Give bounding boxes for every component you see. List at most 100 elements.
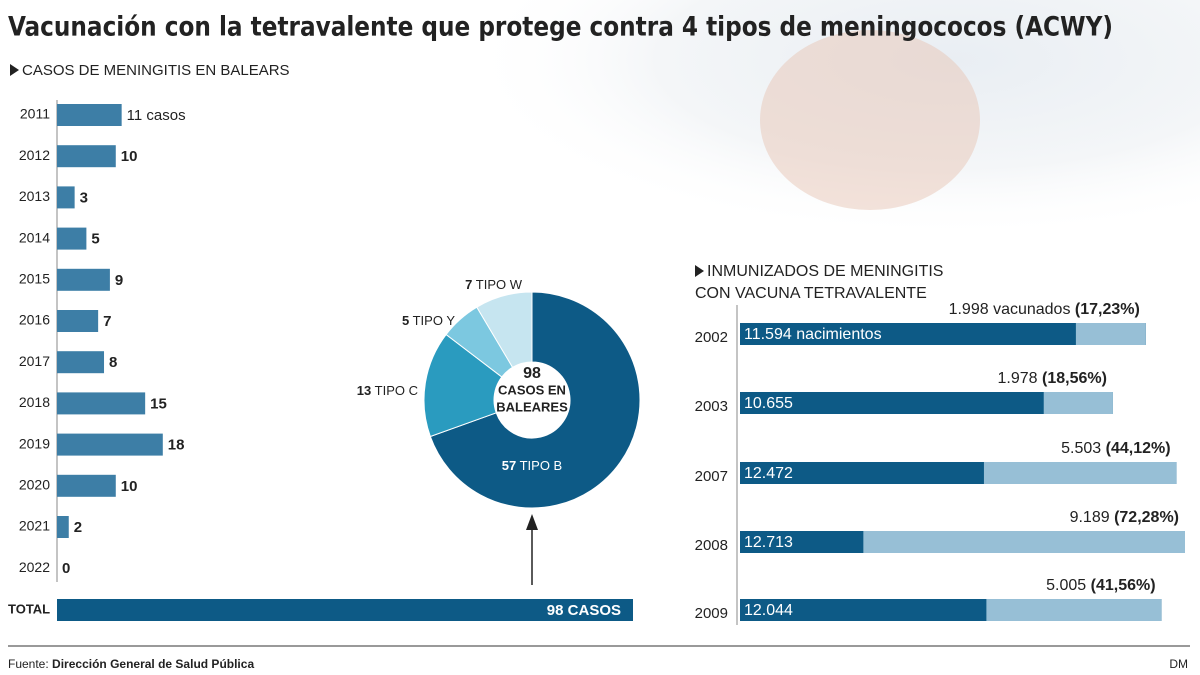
source: Fuente: Dirección General de Salud Públi…: [8, 657, 254, 671]
value-label: 10: [121, 148, 138, 165]
slice-label: 57 TIPO B: [502, 458, 562, 473]
percent-label: (44,12%): [1106, 440, 1171, 457]
donut-hole: [494, 362, 570, 438]
slice-value: 5: [402, 313, 409, 328]
y-tick-label: 2009: [695, 605, 728, 622]
photo-arm: [760, 30, 980, 210]
vaccinated-label: 5.005: [1046, 577, 1086, 594]
bar: [57, 145, 116, 168]
y-tick-label: 2015: [19, 271, 50, 287]
center-label: CASOS EN: [498, 382, 566, 397]
overlay-label: 9.189 (72,28%): [1070, 509, 1179, 526]
value-label: 15: [150, 395, 167, 412]
value-label: 0: [62, 560, 70, 577]
center-label: 98: [523, 365, 541, 382]
slice-value: 7: [465, 277, 472, 292]
y-tick-label: 2014: [19, 229, 50, 245]
value-label: 10: [121, 478, 138, 495]
bar-overlay: [1043, 392, 1113, 414]
y-tick-label: 2022: [19, 559, 50, 575]
bar: [57, 474, 116, 497]
vaccinated-label: 9.189: [1070, 509, 1110, 526]
overlay-label: 1.998 vacunados (17,23%): [949, 301, 1140, 318]
y-tick-label: 2021: [19, 518, 50, 534]
value-label: 10.655: [744, 395, 793, 412]
total-label: TOTAL: [8, 601, 50, 616]
bar: [740, 392, 1113, 414]
bar: [57, 351, 105, 374]
bar-overlay: [1075, 323, 1146, 345]
source-name: Dirección General de Salud Pública: [52, 657, 254, 671]
y-tick-label: 2013: [19, 188, 50, 204]
slice-name: TIPO W: [476, 277, 523, 292]
y-tick-label: 2020: [19, 477, 50, 493]
value-label: 12.472: [744, 465, 793, 482]
y-tick-label: 2019: [19, 435, 50, 451]
bullet: [10, 64, 19, 76]
y-tick-label: 2018: [19, 394, 50, 410]
value-label: 8: [109, 354, 117, 371]
y-tick-label: 2002: [695, 329, 728, 346]
bar: [57, 268, 110, 291]
value-label: 3: [80, 189, 88, 206]
percent-label: (17,23%): [1075, 301, 1140, 318]
value-label: 7: [103, 313, 111, 330]
slice-label: 5 TIPO Y: [402, 313, 455, 328]
bar-overlay: [863, 531, 1185, 553]
panel-title: CON VACUNA TETRAVALENTE: [695, 285, 927, 302]
percent-label: (18,56%): [1042, 370, 1107, 387]
slice-value: 57: [502, 458, 516, 473]
bar: [740, 323, 1146, 345]
total-bar: [57, 599, 633, 621]
value-label: 9: [115, 272, 123, 289]
value-label: 11.594 nacimientos: [744, 326, 882, 343]
value-label: 18: [168, 437, 185, 454]
bar: [57, 104, 122, 126]
value-label: 5: [91, 231, 99, 248]
center-label: BALEARES: [496, 399, 568, 414]
overlay-label: 5.005 (41,56%): [1046, 577, 1155, 594]
bar: [57, 310, 99, 332]
bar-overlay: [986, 599, 1162, 621]
bar-overlay: [983, 462, 1177, 484]
slice-label: 13 TIPO C: [357, 383, 418, 398]
y-tick-label: 2011: [20, 106, 50, 122]
bar: [57, 186, 75, 209]
value-label: 12.044: [744, 602, 793, 619]
subtitle: CASOS DE MENINGITIS EN BALEARS: [22, 62, 290, 79]
bullet: [695, 265, 704, 277]
slice-name: TIPO Y: [413, 313, 456, 328]
bar: [57, 516, 69, 538]
percent-label: (72,28%): [1114, 509, 1179, 526]
value-label: 12.713: [744, 534, 793, 551]
y-tick-label: 2012: [19, 147, 50, 163]
source-label: Fuente:: [8, 657, 49, 671]
vaccinated-label: 1.978: [998, 370, 1038, 387]
slice-value: 13: [357, 383, 371, 398]
title: Vacunación con la tetravalente que prote…: [8, 12, 1113, 43]
slice-name: TIPO B: [520, 458, 563, 473]
panel-title: INMUNIZADOS DE MENINGITIS: [707, 263, 943, 280]
arrow-head: [526, 514, 538, 530]
y-tick-label: 2008: [695, 537, 728, 554]
vaccinated-label: 5.503: [1061, 440, 1101, 457]
percent-label: (41,56%): [1091, 577, 1156, 594]
credit: DM: [1169, 657, 1188, 671]
y-tick-label: 2017: [19, 353, 50, 369]
value-label: 2: [74, 519, 82, 536]
vaccinated-label: 1.998 vacunados: [949, 301, 1071, 318]
total-value-label: 98 CASOS: [547, 602, 621, 619]
y-tick-label: 2003: [695, 398, 728, 415]
bar: [57, 433, 163, 456]
overlay-label: 5.503 (44,12%): [1061, 440, 1170, 457]
bar: [57, 392, 146, 415]
slice-name: TIPO C: [375, 383, 418, 398]
overlay-label: 1.978 (18,56%): [998, 370, 1107, 387]
bar: [57, 227, 87, 250]
slice-label: 7 TIPO W: [465, 277, 523, 292]
value-label: 11 casos: [127, 107, 186, 124]
y-tick-label: 2007: [695, 468, 728, 485]
y-tick-label: 2016: [19, 312, 50, 328]
